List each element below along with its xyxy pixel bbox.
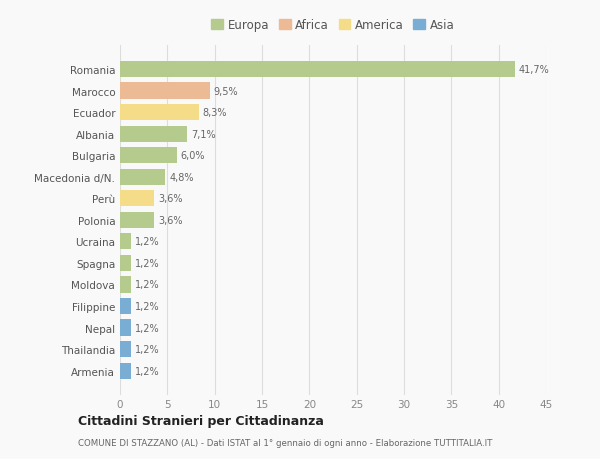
Bar (120, 126, 187, 142)
Bar (120, 255, 131, 271)
Bar (120, 363, 131, 379)
Bar (120, 341, 131, 358)
Bar (120, 277, 131, 293)
Text: 1,2%: 1,2% (135, 323, 160, 333)
Text: 3,6%: 3,6% (158, 215, 182, 225)
Text: 9,5%: 9,5% (214, 86, 238, 96)
Bar (120, 62, 515, 78)
Legend: Europa, Africa, America, Asia: Europa, Africa, America, Asia (209, 17, 457, 34)
Text: 1,2%: 1,2% (135, 280, 160, 290)
Text: 1,2%: 1,2% (135, 237, 160, 247)
Text: 1,2%: 1,2% (135, 301, 160, 311)
Bar (120, 234, 131, 250)
Text: 1,2%: 1,2% (135, 344, 160, 354)
Text: 8,3%: 8,3% (202, 108, 227, 118)
Text: 1,2%: 1,2% (135, 258, 160, 269)
Bar (120, 169, 166, 185)
Text: Cittadini Stranieri per Cittadinanza: Cittadini Stranieri per Cittadinanza (78, 414, 324, 428)
Text: 3,6%: 3,6% (158, 194, 182, 204)
Bar (120, 105, 199, 121)
Text: 4,8%: 4,8% (169, 172, 194, 182)
Bar (120, 298, 131, 314)
Bar (120, 83, 210, 100)
Text: 6,0%: 6,0% (181, 151, 205, 161)
Bar (120, 320, 131, 336)
Text: COMUNE DI STAZZANO (AL) - Dati ISTAT al 1° gennaio di ogni anno - Elaborazione T: COMUNE DI STAZZANO (AL) - Dati ISTAT al … (78, 438, 493, 447)
Text: 7,1%: 7,1% (191, 129, 215, 140)
Bar (120, 191, 154, 207)
Text: 1,2%: 1,2% (135, 366, 160, 376)
Bar (120, 148, 177, 164)
Text: 41,7%: 41,7% (518, 65, 549, 75)
Bar (120, 212, 154, 229)
